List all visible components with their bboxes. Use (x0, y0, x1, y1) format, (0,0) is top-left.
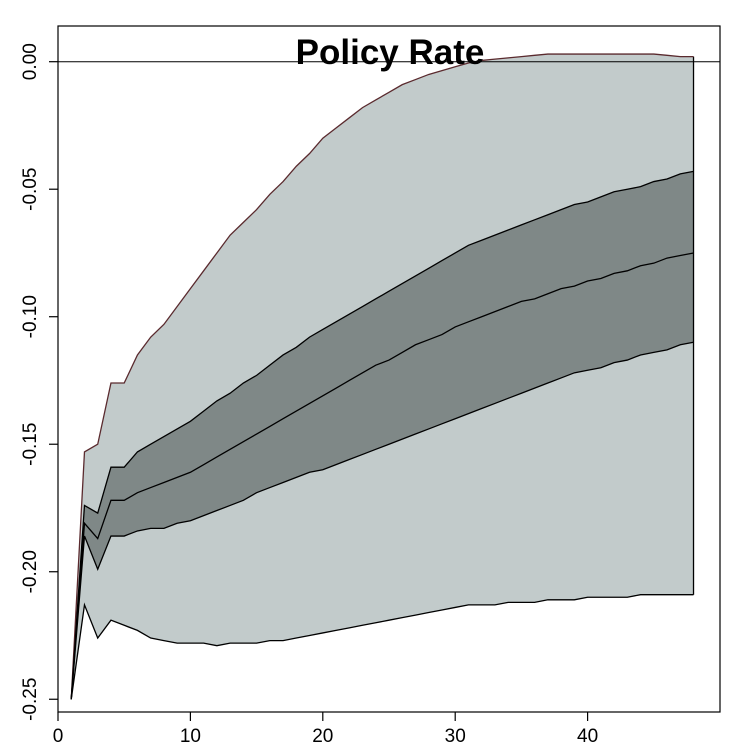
chart-title: Policy Rate (296, 33, 485, 72)
axes-layer: 0 10 20 30 40 0.00 -0.05 -0.10 -0.15 -0.20 -0.25 (20, 43, 598, 747)
inner-lower-line (70, 341, 694, 700)
y-tick-label: -0.25 (20, 678, 41, 721)
inner-upper-line (70, 170, 694, 700)
plot-frame (57, 25, 721, 713)
x-tick-label: 30 (445, 726, 466, 747)
x-tick-label: 10 (180, 726, 201, 747)
y-tick-label: 0.00 (20, 43, 41, 80)
outer-upper-line (70, 53, 694, 700)
y-tick-label: -0.05 (20, 168, 41, 211)
y-tick-label: -0.10 (20, 295, 41, 338)
x-tick-label: 0 (53, 726, 64, 747)
median-line (70, 252, 694, 700)
outer-lower-line (70, 594, 694, 700)
inner-band-area (71, 171, 694, 700)
y-tick-label: -0.20 (20, 550, 41, 593)
x-tick-label: 20 (312, 726, 333, 747)
x-tick-label: 40 (577, 726, 598, 747)
lines-layer (70, 53, 695, 700)
bands-layer (71, 54, 694, 700)
y-tick-label: -0.15 (20, 423, 41, 466)
